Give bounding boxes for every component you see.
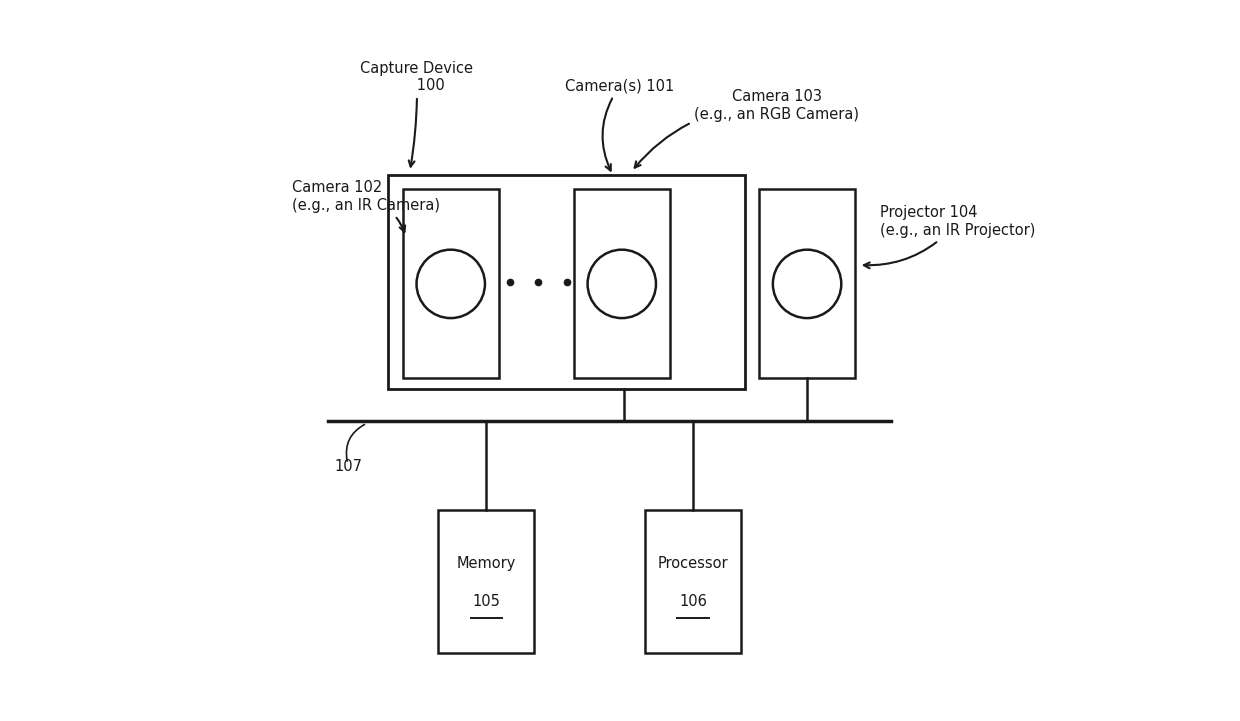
FancyBboxPatch shape xyxy=(388,175,745,389)
Text: Processor: Processor xyxy=(657,556,728,571)
Text: 105: 105 xyxy=(472,594,500,609)
FancyBboxPatch shape xyxy=(759,190,856,379)
FancyBboxPatch shape xyxy=(438,510,534,653)
Text: 106: 106 xyxy=(680,594,707,609)
Text: Capture Device
      100: Capture Device 100 xyxy=(361,61,474,167)
FancyBboxPatch shape xyxy=(574,190,670,379)
Text: Camera(s) 101: Camera(s) 101 xyxy=(565,79,675,171)
FancyBboxPatch shape xyxy=(645,510,742,653)
Text: Camera 102
(e.g., an IR Camera): Camera 102 (e.g., an IR Camera) xyxy=(293,180,440,232)
Text: Camera 103
(e.g., an RGB Camera): Camera 103 (e.g., an RGB Camera) xyxy=(635,89,859,168)
Text: 107: 107 xyxy=(335,459,363,474)
Circle shape xyxy=(773,249,841,318)
FancyBboxPatch shape xyxy=(403,190,498,379)
Text: Projector 104
(e.g., an IR Projector): Projector 104 (e.g., an IR Projector) xyxy=(864,205,1035,268)
Text: Memory: Memory xyxy=(456,556,516,571)
Circle shape xyxy=(417,249,485,318)
Circle shape xyxy=(588,249,656,318)
